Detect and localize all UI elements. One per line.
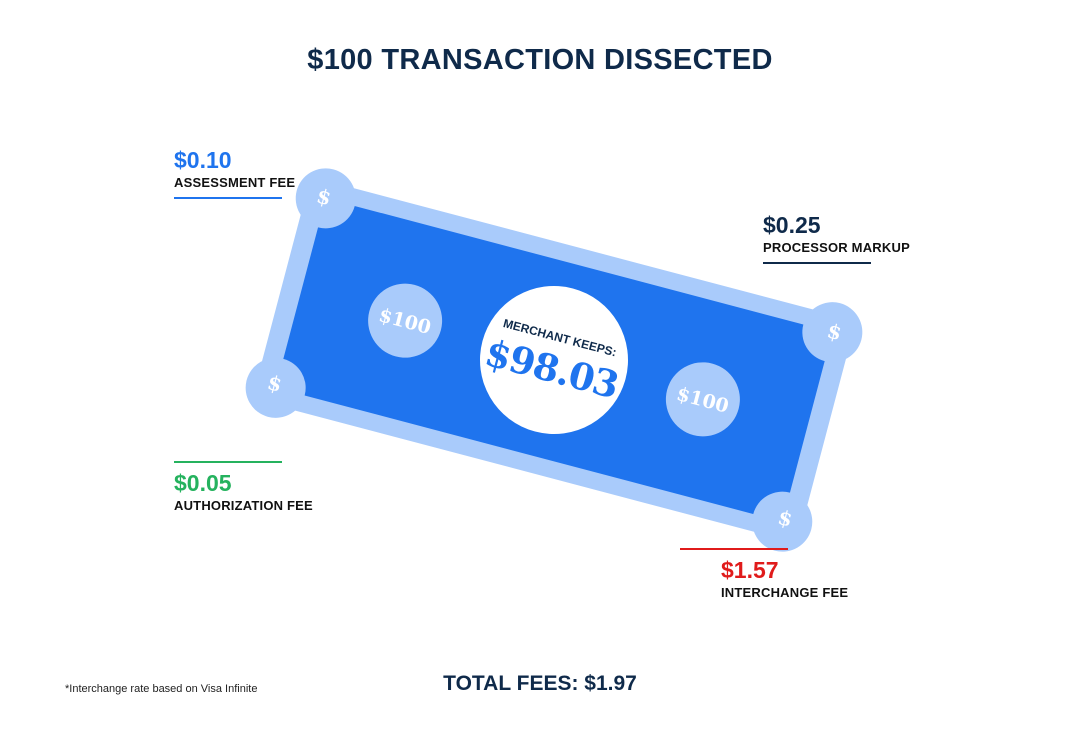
dollar-sign-icon: $ (265, 370, 285, 397)
bill-corner-notch (295, 168, 356, 229)
footnote: *Interchange rate based on Visa Infinite (65, 683, 258, 695)
authorization-fee: $0.05 AUTHORIZATION FEE (174, 461, 313, 514)
bill-medallion-left (368, 283, 443, 358)
dollar-sign-icon: $ (825, 318, 845, 345)
interchange-fee-amount: $1.57 (721, 557, 779, 583)
page-title: $100 TRANSACTION DISSECTED (307, 44, 773, 76)
processor-markup: $0.25 PROCESSOR MARKUP (763, 212, 910, 264)
processor-markup-underline (763, 262, 871, 264)
interchange-fee-overline (680, 548, 788, 550)
authorization-fee-amount: $0.05 (174, 470, 232, 496)
bill-corner-notch (802, 302, 863, 363)
assessment-fee-underline (174, 197, 282, 199)
total-fees: TOTAL FEES: $1.97 (443, 672, 637, 695)
assessment-fee-label: ASSESSMENT FEE (174, 175, 296, 190)
bill-corner-notch (245, 357, 306, 418)
bill-center-circle (480, 286, 628, 434)
authorization-fee-overline (174, 461, 282, 463)
dollar-sign-icon: $ (775, 505, 795, 532)
dollar-sign-icon: $ (314, 183, 334, 210)
processor-markup-amount: $0.25 (763, 212, 821, 238)
interchange-fee-label: INTERCHANGE FEE (721, 585, 849, 600)
assessment-fee-amount: $0.10 (174, 147, 232, 173)
bill-medallion-right (665, 362, 740, 437)
assessment-fee: $0.10 ASSESSMENT FEE (174, 147, 295, 199)
processor-markup-label: PROCESSOR MARKUP (763, 240, 910, 255)
interchange-fee: $1.57 INTERCHANGE FEE (680, 548, 848, 601)
bill-corner-notch (752, 491, 813, 552)
authorization-fee-label: AUTHORIZATION FEE (174, 498, 313, 513)
